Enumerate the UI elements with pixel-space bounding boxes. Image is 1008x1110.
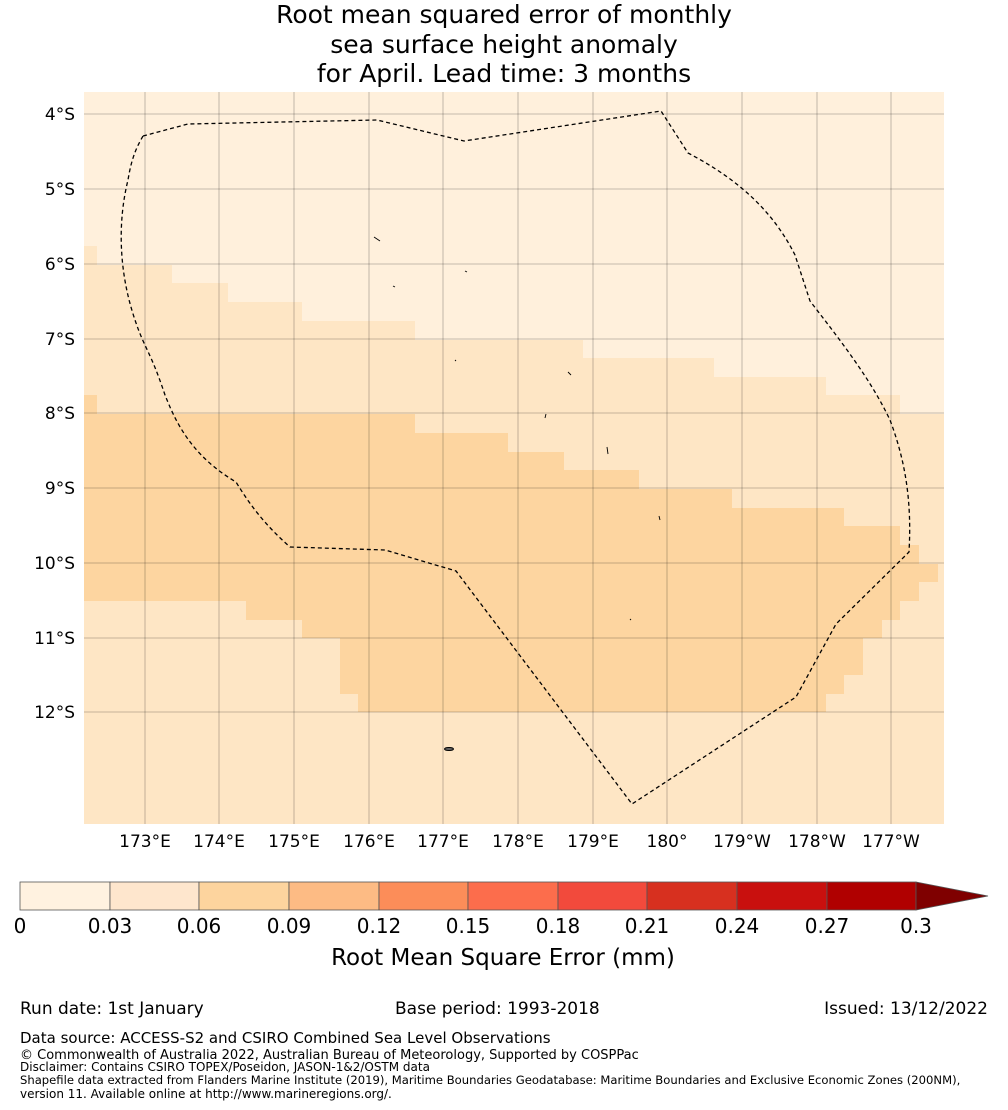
- colorbar-segment-9: [826, 881, 917, 911]
- island: [606, 446, 609, 455]
- shapefile-credit-line-2: version 11. Available online at http://w…: [20, 1087, 392, 1101]
- lon-label-176e: 176°E: [343, 832, 395, 852]
- map-title: Root mean squared error of monthly sea s…: [0, 0, 1008, 89]
- island: [629, 618, 632, 621]
- title-line-1: Root mean squared error of monthly: [276, 0, 732, 29]
- eez-boundary: [120, 110, 911, 805]
- lat-label-6s: 6°S: [45, 255, 75, 275]
- lon-label-178w: 178°W: [788, 832, 846, 852]
- lat-label-10s: 10°S: [34, 554, 75, 574]
- island: [464, 270, 468, 273]
- colorbar-tick-5: 0.15: [446, 914, 491, 938]
- colorbar-tick-6: 0.18: [536, 914, 581, 938]
- lon-label-179e: 179°E: [567, 832, 619, 852]
- colorbar-segment-1: [109, 881, 200, 911]
- lat-label-7s: 7°S: [45, 330, 75, 350]
- lat-label-4s: 4°S: [45, 105, 75, 125]
- lon-label-180: 180°: [647, 832, 688, 852]
- colorbar-segment-6: [557, 881, 648, 911]
- lat-label-5s: 5°S: [45, 180, 75, 200]
- island: [454, 359, 457, 362]
- colorbar: [19, 881, 989, 911]
- colorbar-tick-3: 0.09: [267, 914, 312, 938]
- colorbar-tick-7: 0.21: [625, 914, 670, 938]
- colorbar-segment-0: [19, 881, 111, 911]
- colorbar-tick-1: 0.03: [88, 914, 133, 938]
- shapefile-credit-line-1: Shapefile data extracted from Flanders M…: [20, 1073, 961, 1087]
- colorbar-tick-4: 0.12: [357, 914, 402, 938]
- colorbar-label: Root Mean Square Error (mm): [331, 945, 675, 971]
- rmse-band-mid: [84, 395, 938, 712]
- base-period: Base period: 1993-2018: [395, 999, 600, 1019]
- lat-label-12s: 12°S: [34, 703, 75, 723]
- island: [444, 747, 454, 751]
- colorbar-segment-7: [646, 881, 738, 911]
- lon-label-177e: 177°E: [417, 832, 469, 852]
- island: [373, 236, 381, 242]
- colorbar-segment-3: [288, 881, 380, 911]
- lon-label-177w: 177°W: [862, 832, 920, 852]
- island: [658, 515, 661, 521]
- colorbar-segment-4: [378, 881, 469, 911]
- disclaimer: Disclaimer: Contains CSIRO TOPEX/Poseido…: [20, 1060, 430, 1074]
- lat-label-9s: 9°S: [45, 479, 75, 499]
- copyright: © Commonwealth of Australia 2022, Austra…: [20, 1048, 639, 1063]
- title-line-2: sea surface height anomaly: [330, 29, 678, 59]
- lat-label-11s: 11°S: [34, 629, 75, 649]
- lon-label-179w: 179°W: [713, 832, 771, 852]
- title-line-3: for April. Lead time: 3 months: [316, 59, 692, 88]
- lat-label-8s: 8°S: [45, 404, 75, 424]
- lon-label-178e: 178°E: [492, 832, 544, 852]
- colorbar-extend-arrow: [915, 881, 989, 911]
- colorbar-tick-10: 0.3: [900, 914, 932, 938]
- data-source: Data source: ACCESS-S2 and CSIRO Combine…: [20, 1029, 551, 1047]
- colorbar-tick-2: 0.06: [177, 914, 222, 938]
- colorbar-tick-9: 0.27: [805, 914, 850, 938]
- colorbar-segment-5: [467, 881, 559, 911]
- run-date: Run date: 1st January: [20, 999, 204, 1019]
- colorbar-tick-0: 0: [14, 914, 27, 938]
- island: [544, 413, 547, 419]
- colorbar-tick-8: 0.24: [715, 914, 760, 938]
- island: [567, 371, 572, 376]
- map-gridlines: [84, 92, 944, 824]
- issued-date: Issued: 13/12/2022: [824, 999, 988, 1019]
- lon-label-174e: 174°E: [193, 832, 245, 852]
- colorbar-segment-8: [736, 881, 828, 911]
- islands: [373, 236, 661, 751]
- island: [392, 285, 396, 288]
- lon-label-175e: 175°E: [268, 832, 320, 852]
- lon-label-173e: 173°E: [119, 832, 171, 852]
- colorbar-segment-2: [198, 881, 290, 911]
